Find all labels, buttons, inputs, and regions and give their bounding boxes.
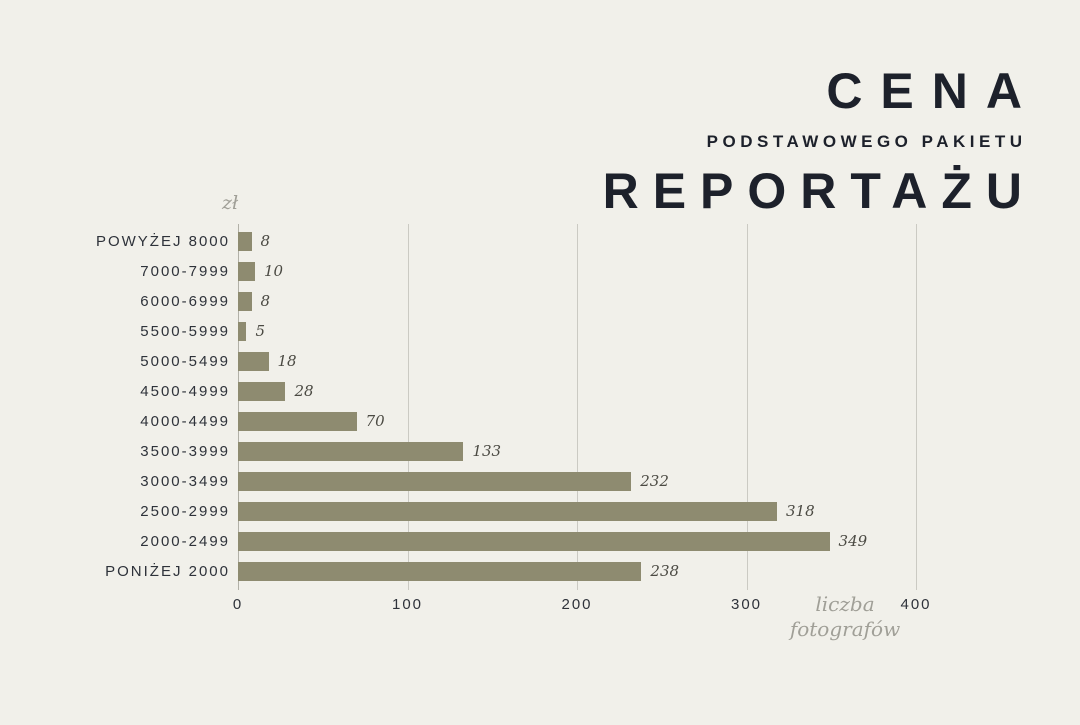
bar-value: 8 xyxy=(260,292,271,310)
bar-row: 3000-3499 232 xyxy=(8,466,916,496)
bar xyxy=(238,561,642,581)
bar-row: 7000-7999 10 xyxy=(8,256,916,286)
row-label: PONIŻEJ 2000 xyxy=(105,562,230,580)
row-label: 2500-2999 xyxy=(140,502,230,520)
x-axis-ticks: 0 100 200 300 400 xyxy=(233,592,930,614)
bar xyxy=(238,231,252,251)
bar-row: 5500-5999 5 xyxy=(8,316,916,346)
bar xyxy=(238,351,269,371)
x-tick-200: 200 xyxy=(561,596,593,613)
row-plot: 349 xyxy=(238,526,916,556)
row-label: POWYŻEJ 8000 xyxy=(95,232,230,250)
x-axis-label-line1: liczba xyxy=(815,592,875,616)
bar-value: 18 xyxy=(277,352,297,370)
bar-rows: POWYŻEJ 8000 8 7000-7999 10 6000-6999 8 … xyxy=(8,226,916,586)
x-tick-0: 0 xyxy=(232,596,244,613)
bar-row: 5000-5499 18 xyxy=(8,346,916,376)
bar-value: 10 xyxy=(263,262,284,280)
row-plot: 70 xyxy=(238,406,916,436)
bar-value: 318 xyxy=(786,502,815,520)
bar xyxy=(238,411,357,431)
x-tick-100: 100 xyxy=(391,596,424,613)
bar-row: PONIŻEJ 2000 238 xyxy=(8,556,916,586)
bar-row: 2000-2499 349 xyxy=(8,526,916,556)
bar-row: 3500-3999 133 xyxy=(8,436,916,466)
bar-value: 232 xyxy=(640,472,669,490)
title-line-2: PODSTAWOWEGO PAKIETU xyxy=(706,132,1027,151)
bar-value: 349 xyxy=(838,532,868,550)
bar-value: 28 xyxy=(294,382,314,400)
bar-value: 8 xyxy=(260,232,271,250)
row-label: 6000-6999 xyxy=(140,292,230,310)
bar-row: POWYŻEJ 8000 8 xyxy=(8,226,916,256)
row-label: 3000-3499 xyxy=(140,472,230,490)
bar xyxy=(238,291,252,311)
row-label: 3500-3999 xyxy=(140,442,230,460)
row-plot: 318 xyxy=(238,496,916,526)
bar-row: 6000-6999 8 xyxy=(8,286,916,316)
bar-value: 238 xyxy=(650,562,680,580)
gridline-400 xyxy=(916,224,917,590)
row-plot: 232 xyxy=(238,466,916,496)
row-label: 7000-7999 xyxy=(140,262,230,280)
y-axis-unit-label: zł xyxy=(222,192,239,214)
bar xyxy=(238,531,830,551)
x-axis-label-line2: fotografów xyxy=(789,617,901,641)
title-line-1: CENA xyxy=(826,63,1040,119)
row-plot: 18 xyxy=(238,346,916,376)
chart-title: CENA PODSTAWOWEGO PAKIETU REPORTAŻU xyxy=(603,66,1022,216)
bar xyxy=(238,471,632,491)
row-plot: 133 xyxy=(238,436,916,466)
bar-value: 133 xyxy=(472,442,502,460)
row-label: 4500-4999 xyxy=(140,382,230,400)
row-plot: 10 xyxy=(238,256,916,286)
bar-row: 4000-4499 70 xyxy=(8,406,916,436)
x-axis-label: liczba fotografów xyxy=(775,592,915,642)
bar-row: 2500-2999 318 xyxy=(8,496,916,526)
bar xyxy=(238,321,247,341)
row-plot: 8 xyxy=(238,226,916,256)
row-plot: 238 xyxy=(238,556,916,586)
title-line-3: REPORTAŻU xyxy=(602,163,1036,219)
bar-chart: POWYŻEJ 8000 8 7000-7999 10 6000-6999 8 … xyxy=(8,224,930,613)
bar xyxy=(238,381,286,401)
row-label: 5000-5499 xyxy=(140,352,230,370)
row-plot: 28 xyxy=(238,376,916,406)
row-label: 5500-5999 xyxy=(140,322,230,340)
bar-row: 4500-4999 28 xyxy=(8,376,916,406)
bar xyxy=(238,441,464,461)
bar-value: 70 xyxy=(365,412,385,430)
row-plot: 5 xyxy=(238,316,916,346)
bar-value: 5 xyxy=(255,322,266,340)
x-tick-300: 300 xyxy=(730,596,763,613)
bar xyxy=(238,501,777,521)
row-label: 2000-2499 xyxy=(140,532,230,550)
bar xyxy=(238,261,255,281)
x-tick-400: 400 xyxy=(900,596,932,613)
row-plot: 8 xyxy=(238,286,916,316)
row-label: 4000-4499 xyxy=(140,412,230,430)
